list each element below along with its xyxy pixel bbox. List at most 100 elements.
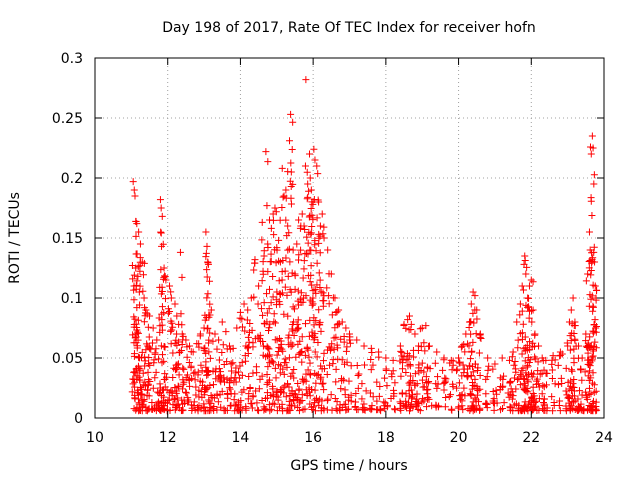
data-point	[373, 378, 381, 386]
data-point	[287, 372, 295, 380]
y-tick-label: 0.25	[52, 111, 83, 127]
data-point	[323, 284, 331, 292]
data-point	[213, 390, 221, 398]
data-point	[442, 394, 450, 402]
data-point	[143, 386, 151, 394]
data-point	[533, 407, 541, 415]
data-point	[200, 324, 208, 332]
y-tick-label: 0.1	[61, 291, 83, 307]
data-point	[514, 344, 522, 352]
data-point	[264, 240, 272, 248]
data-point	[314, 170, 322, 178]
data-point	[301, 405, 309, 413]
data-point	[238, 315, 246, 323]
data-point	[174, 360, 182, 368]
data-point	[308, 211, 316, 219]
data-point	[274, 393, 282, 401]
data-point	[192, 383, 200, 391]
data-point	[145, 360, 153, 368]
data-point	[296, 224, 304, 232]
data-point	[232, 369, 240, 377]
data-point	[203, 385, 211, 393]
data-point	[345, 377, 353, 385]
data-point	[390, 405, 398, 413]
data-point	[173, 387, 181, 395]
data-point	[288, 145, 296, 153]
data-point	[210, 406, 218, 414]
data-point	[315, 239, 323, 247]
data-point	[569, 380, 577, 388]
data-point	[585, 390, 593, 398]
data-point	[160, 309, 168, 317]
data-point	[333, 341, 341, 349]
data-point	[161, 272, 169, 280]
data-point	[548, 393, 556, 401]
data-point	[500, 399, 508, 407]
data-point	[588, 132, 596, 140]
data-point	[295, 216, 303, 224]
data-point	[549, 352, 557, 360]
data-point	[306, 150, 314, 158]
data-point	[360, 342, 368, 350]
data-point	[519, 364, 527, 372]
data-point	[548, 374, 556, 382]
data-point	[152, 345, 160, 353]
data-point	[202, 249, 210, 257]
data-point	[298, 347, 306, 355]
data-point	[529, 306, 537, 314]
data-point	[256, 337, 264, 345]
data-point	[351, 403, 359, 411]
data-point	[148, 398, 156, 406]
data-point	[301, 162, 309, 170]
data-point	[398, 389, 406, 397]
data-point	[571, 335, 579, 343]
data-point	[203, 294, 211, 302]
data-point	[269, 293, 277, 301]
data-point	[570, 376, 578, 384]
data-point	[539, 382, 547, 390]
data-point	[441, 378, 449, 386]
data-point	[226, 385, 234, 393]
data-point	[582, 277, 590, 285]
data-point	[491, 399, 499, 407]
data-point	[459, 406, 467, 414]
data-point	[571, 318, 579, 326]
data-point	[182, 336, 190, 344]
data-point	[169, 349, 177, 357]
data-point	[317, 288, 325, 296]
data-point	[535, 342, 543, 350]
data-point	[405, 352, 413, 360]
data-point	[466, 355, 474, 363]
data-point	[367, 356, 375, 363]
data-point	[589, 345, 597, 353]
data-point	[306, 392, 314, 400]
data-point	[411, 330, 419, 338]
data-point	[469, 368, 477, 376]
data-point	[209, 337, 217, 345]
data-point	[226, 379, 234, 387]
data-point	[270, 318, 278, 326]
data-point	[175, 383, 183, 391]
data-point	[307, 230, 315, 238]
data-point	[242, 357, 250, 365]
data-point	[423, 386, 431, 394]
data-point	[332, 333, 340, 341]
data-point	[305, 388, 313, 396]
data-point	[519, 286, 527, 294]
x-tick-label: 14	[232, 430, 250, 446]
data-point	[220, 374, 228, 382]
data-point	[334, 355, 342, 363]
data-point	[340, 338, 348, 346]
data-point	[131, 394, 139, 402]
data-point	[167, 340, 175, 348]
data-point	[341, 360, 349, 368]
data-point	[299, 378, 307, 386]
data-point	[404, 355, 412, 363]
data-point	[280, 370, 288, 378]
data-point	[587, 390, 595, 398]
data-point	[130, 350, 138, 358]
data-point	[223, 358, 231, 366]
data-point	[341, 386, 349, 394]
data-point	[162, 276, 170, 284]
data-point	[406, 372, 414, 380]
